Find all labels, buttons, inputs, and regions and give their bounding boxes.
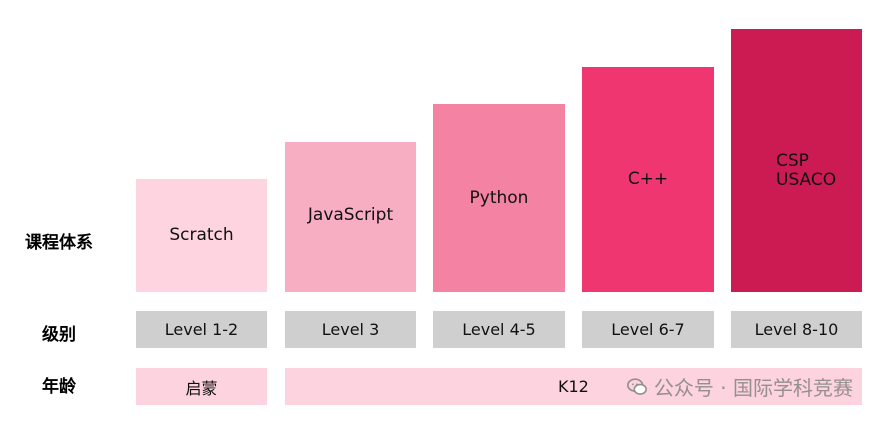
course-block-scratch: Scratch: [136, 179, 267, 292]
course-label: C++: [627, 169, 669, 189]
course-block-python: Python: [433, 104, 565, 292]
level-cell: Level 8-10: [731, 311, 862, 348]
age-cell-enlightenment: 启蒙: [136, 368, 267, 405]
course-label: Scratch: [169, 225, 234, 245]
course-label: CSP USACO: [776, 151, 837, 190]
course-block-cpp: C++: [582, 67, 714, 292]
course-block-javascript: JavaScript: [285, 142, 416, 292]
row-label-level: 级别: [42, 325, 76, 345]
course-block-csp-usaco: CSP USACO: [731, 29, 862, 292]
course-label: JavaScript: [307, 205, 394, 225]
row-label-age: 年龄: [42, 377, 76, 397]
level-cell: Level 3: [285, 311, 416, 348]
level-cell: Level 6-7: [582, 311, 714, 348]
level-cell: Level 1-2: [136, 311, 267, 348]
level-cell: Level 4-5: [433, 311, 565, 348]
course-label: Python: [469, 188, 529, 208]
age-cell-k12: K12: [285, 368, 862, 405]
row-label-curriculum: 课程体系: [25, 233, 93, 253]
